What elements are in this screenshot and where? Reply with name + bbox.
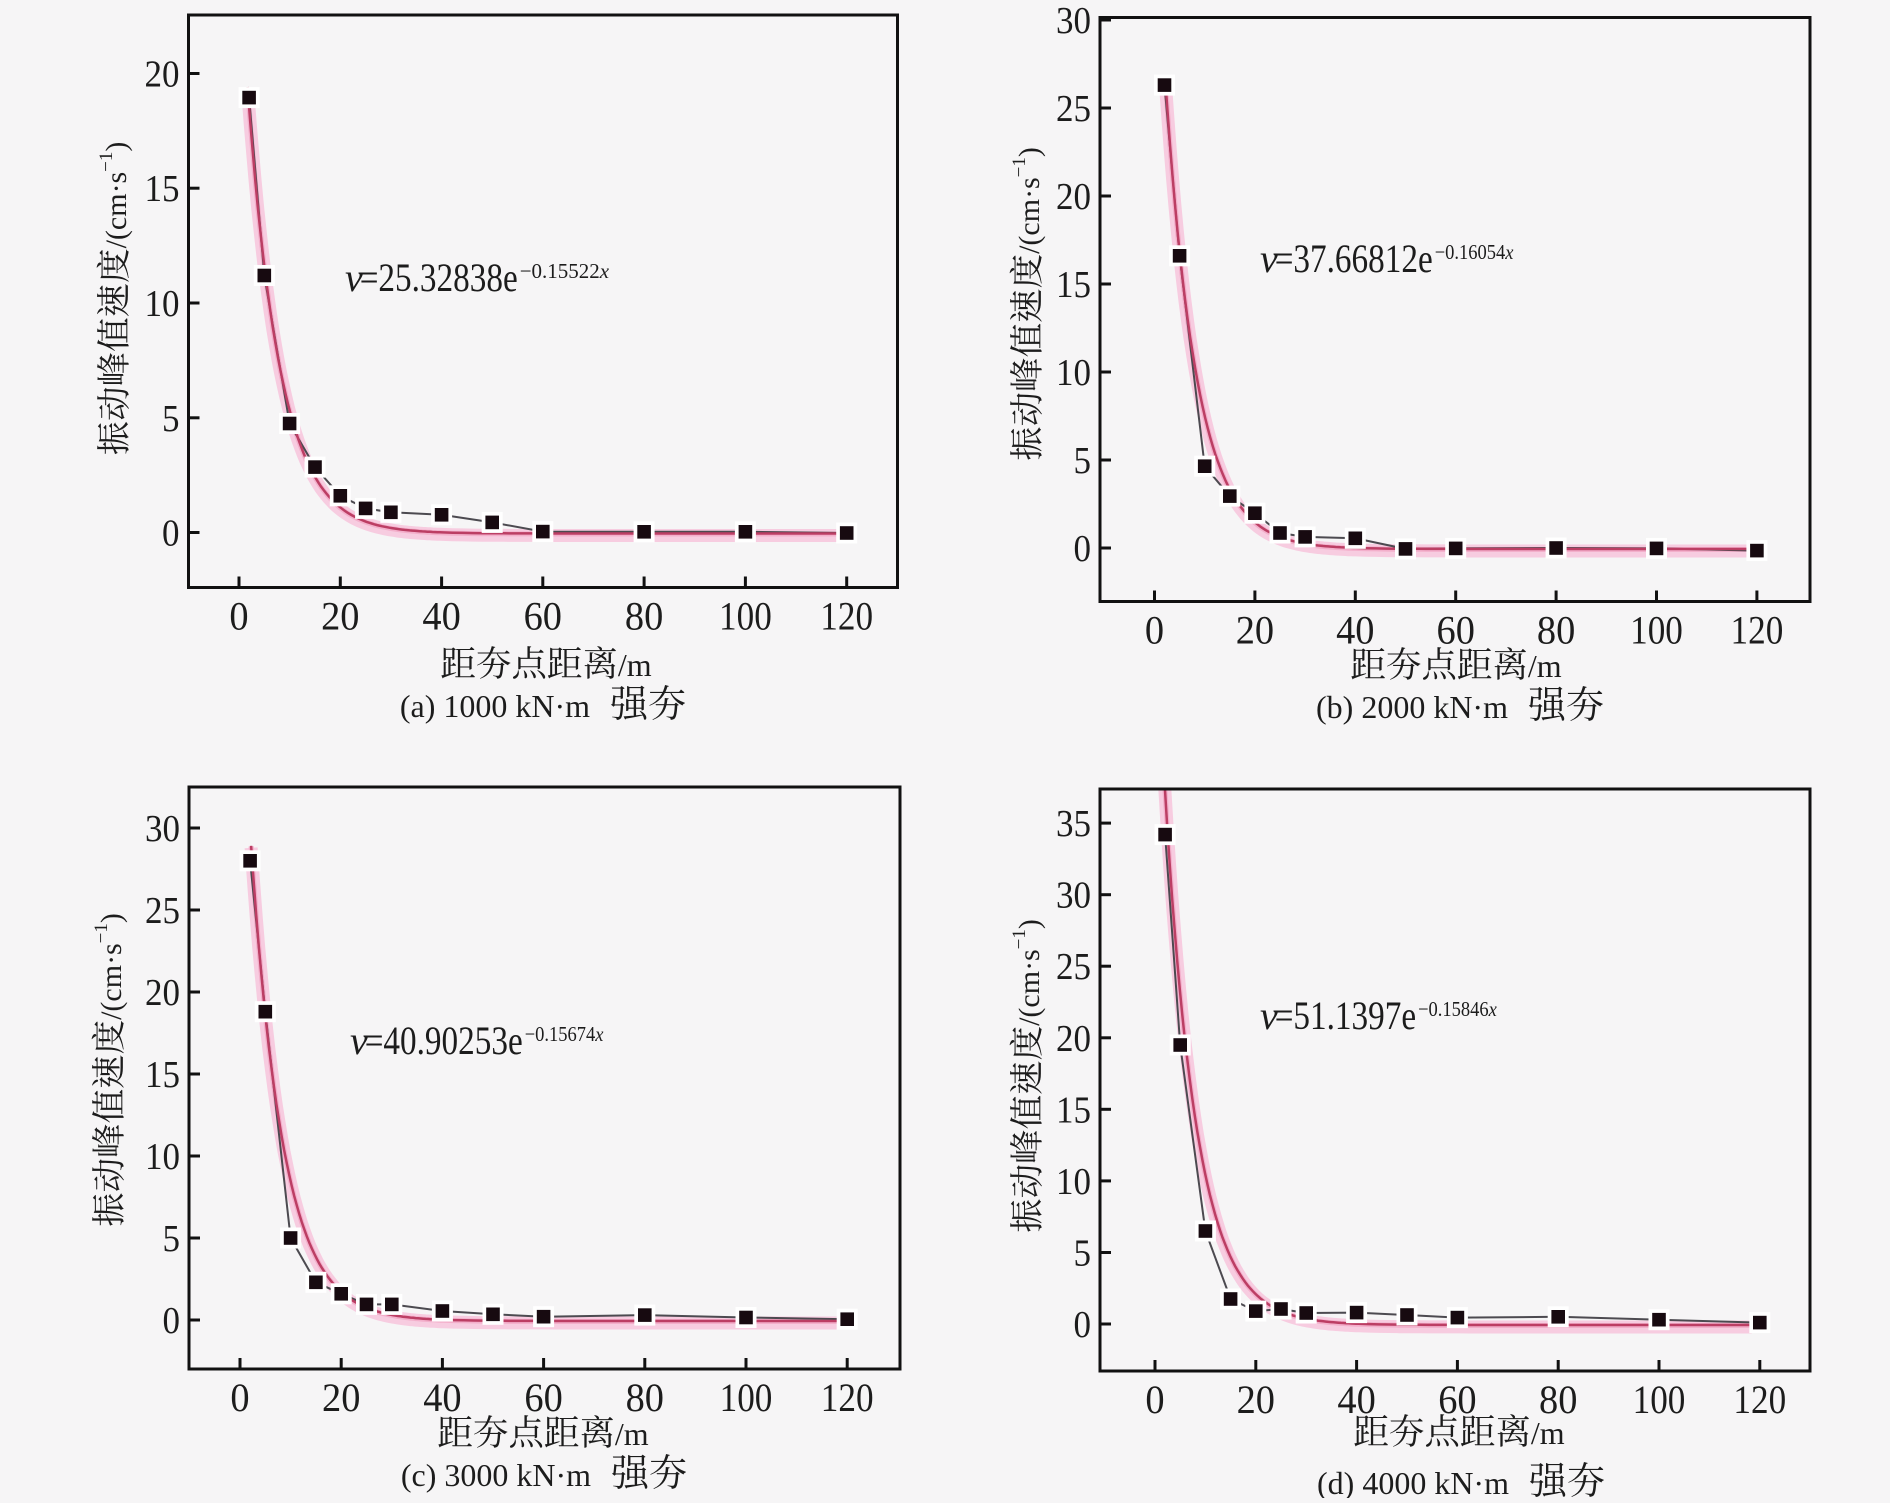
svg-text:/(cm·s: /(cm·s: [1013, 949, 1046, 1026]
svg-text:/(cm·s: /(cm·s: [95, 943, 128, 1020]
svg-text:100: 100: [720, 1375, 773, 1420]
svg-text:0: 0: [162, 513, 180, 555]
svg-text:−0.15522: −0.15522: [520, 259, 600, 283]
svg-text:): ): [100, 142, 133, 152]
svg-text:120: 120: [1731, 608, 1784, 653]
svg-text:80: 80: [626, 1375, 664, 1420]
svg-text:−1: −1: [1009, 929, 1030, 949]
svg-text:x: x: [599, 259, 610, 283]
svg-text:20: 20: [1056, 1018, 1091, 1060]
svg-text:15: 15: [1056, 264, 1091, 306]
svg-text:/(cm·s: /(cm·s: [100, 172, 133, 249]
svg-text:−0.16054: −0.16054: [1435, 240, 1506, 264]
svg-text:5: 5: [1074, 1233, 1092, 1275]
svg-text:v: v: [1260, 993, 1278, 1038]
svg-text:25: 25: [145, 890, 180, 932]
svg-text:40: 40: [423, 1375, 461, 1420]
svg-text:(b) 2000 kN·m: (b) 2000 kN·m: [1316, 689, 1508, 725]
svg-text:100: 100: [1633, 1377, 1686, 1422]
svg-text:−0.15846: −0.15846: [1418, 997, 1489, 1021]
svg-text:120: 120: [1733, 1377, 1786, 1422]
svg-text:25: 25: [1056, 946, 1091, 988]
svg-text:10: 10: [145, 1136, 180, 1178]
svg-text:0: 0: [230, 1375, 249, 1420]
svg-text:20: 20: [145, 972, 180, 1014]
svg-text:0: 0: [229, 594, 248, 639]
svg-text:x: x: [1504, 240, 1514, 264]
svg-text:100: 100: [719, 594, 772, 639]
svg-text:0: 0: [1145, 1377, 1164, 1422]
svg-text:15: 15: [1056, 1089, 1091, 1131]
svg-text:=25.32838e: =25.32838e: [360, 255, 518, 300]
svg-text:10: 10: [1056, 352, 1091, 394]
svg-text:60: 60: [524, 594, 562, 639]
svg-text:(c) 3000 kN·m: (c) 3000 kN·m: [401, 1457, 591, 1493]
svg-text:40: 40: [1337, 1377, 1375, 1422]
svg-text:40: 40: [422, 594, 460, 639]
svg-text:0: 0: [1074, 528, 1092, 570]
svg-text:120: 120: [821, 1375, 874, 1420]
svg-text:100: 100: [1630, 608, 1683, 653]
svg-text:/m: /m: [1531, 1415, 1565, 1451]
svg-text:−1: −1: [1009, 157, 1030, 177]
svg-text:−1: −1: [96, 152, 117, 172]
svg-text:=37.66812e: =37.66812e: [1275, 236, 1433, 281]
svg-text:20: 20: [321, 594, 359, 639]
svg-text:80: 80: [625, 594, 663, 639]
svg-text:/m: /m: [1528, 648, 1562, 684]
svg-text:30: 30: [1056, 875, 1091, 917]
svg-text:v: v: [350, 1018, 368, 1063]
svg-text:20: 20: [145, 54, 180, 96]
svg-text:v: v: [345, 255, 363, 300]
svg-text:/m: /m: [618, 647, 652, 683]
svg-text:120: 120: [820, 594, 873, 639]
svg-text:(a) 1000 kN·m: (a) 1000 kN·m: [400, 688, 590, 724]
svg-text:10: 10: [1056, 1161, 1091, 1203]
svg-text:60: 60: [1438, 1377, 1476, 1422]
svg-text:−1: −1: [91, 923, 112, 943]
svg-text:15: 15: [145, 1054, 180, 1096]
svg-text:25: 25: [1056, 88, 1091, 130]
svg-text:60: 60: [524, 1375, 562, 1420]
svg-text:x: x: [1488, 997, 1498, 1021]
svg-text:x: x: [594, 1022, 604, 1046]
svg-text:(d) 4000 kN·m: (d) 4000 kN·m: [1317, 1465, 1509, 1498]
svg-text:5: 5: [163, 1218, 181, 1260]
svg-text:=40.90253e: =40.90253e: [365, 1018, 523, 1063]
svg-text:80: 80: [1537, 608, 1575, 653]
svg-text:5: 5: [1074, 440, 1092, 482]
svg-text:−0.15674: −0.15674: [525, 1022, 596, 1046]
svg-text:20: 20: [322, 1375, 360, 1420]
svg-text:0: 0: [163, 1300, 181, 1342]
svg-text:20: 20: [1236, 608, 1274, 653]
svg-text:40: 40: [1336, 608, 1374, 653]
svg-text:10: 10: [145, 283, 180, 325]
svg-text:0: 0: [1145, 608, 1164, 653]
svg-text:): ): [1013, 147, 1046, 157]
svg-text:30: 30: [1056, 0, 1091, 42]
svg-text:35: 35: [1056, 803, 1091, 845]
svg-text:60: 60: [1437, 608, 1475, 653]
svg-text:/m: /m: [615, 1416, 649, 1452]
svg-text:30: 30: [145, 808, 180, 850]
svg-text:): ): [95, 913, 128, 923]
svg-text:/(cm·s: /(cm·s: [1013, 177, 1046, 254]
svg-text:80: 80: [1539, 1377, 1577, 1422]
svg-text:): ): [1013, 919, 1046, 929]
svg-text:5: 5: [162, 398, 180, 440]
svg-text:20: 20: [1056, 176, 1091, 218]
svg-text:v: v: [1260, 236, 1278, 281]
svg-text:0: 0: [1074, 1304, 1092, 1346]
svg-text:20: 20: [1237, 1377, 1275, 1422]
svg-text:15: 15: [145, 168, 180, 210]
svg-text:=51.1397e: =51.1397e: [1275, 993, 1416, 1038]
